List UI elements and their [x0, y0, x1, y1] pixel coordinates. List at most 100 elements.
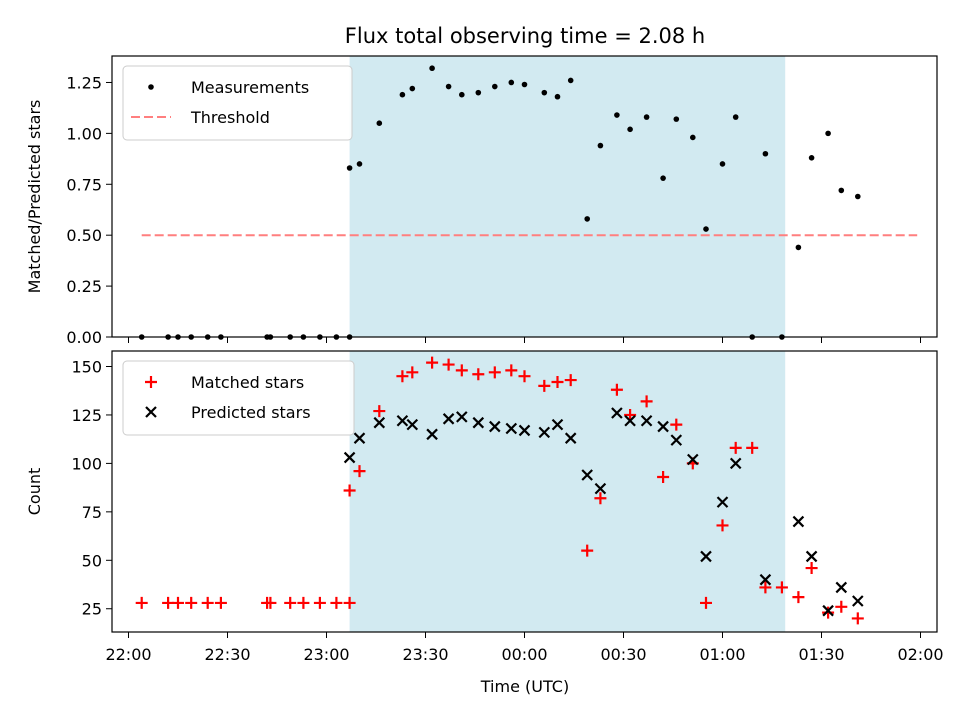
measurement-point	[855, 193, 861, 200]
measurement-point	[356, 161, 363, 167]
predicted-star-point	[624, 414, 636, 427]
matched-star-point	[670, 418, 683, 431]
matched-star-point	[822, 606, 835, 619]
y-tick-label: 125	[71, 406, 102, 425]
matched-star-point	[716, 519, 729, 532]
matched-star-point	[594, 492, 607, 505]
panel-2: 25 50 75 100 125 150 22:00 22:30 23:00 23:30 00:00…	[25, 350, 944, 664]
y-axis-label: Matched/Predicted stars	[25, 100, 44, 294]
y-tick-label: 0.00	[66, 328, 102, 347]
matched-star-point	[313, 596, 326, 609]
matched-star-point	[185, 596, 198, 609]
measurement-point	[614, 112, 620, 118]
predicted-star-point	[373, 416, 386, 429]
measurement-point	[445, 83, 452, 90]
measurement-point	[475, 89, 482, 96]
x-tick-label: 23:30	[402, 645, 448, 664]
x-axis-label: Time (UTC)	[480, 677, 569, 696]
predicted-star-point	[343, 451, 356, 464]
x-tick-label: 00:00	[501, 645, 547, 664]
matched-star-point	[442, 358, 455, 371]
measurement-point	[838, 187, 845, 194]
predicted-star-point	[456, 411, 468, 423]
measurement-point	[762, 150, 769, 157]
predicted-star-point	[396, 414, 409, 427]
predicted-star-point	[670, 434, 683, 446]
predicted-star-point	[822, 604, 834, 617]
legend: Measurements Threshold	[122, 65, 353, 141]
matched-star-point	[805, 562, 818, 575]
measurement-point	[795, 244, 802, 251]
measurement-point	[541, 89, 548, 96]
matched-star-point	[353, 465, 366, 478]
series-x	[343, 407, 864, 617]
measurement-point	[554, 93, 561, 100]
predicted-star-point	[406, 418, 419, 431]
predicted-star-point	[716, 496, 729, 508]
matched-star-point	[172, 596, 184, 609]
y-tick-label: 25	[82, 600, 102, 619]
measurement-point	[673, 116, 680, 122]
matched-star-point	[330, 596, 343, 609]
matched-star-point	[538, 379, 551, 392]
measurement-point	[459, 91, 465, 98]
y-axis-label: Count	[25, 468, 44, 516]
matched-star-point	[835, 600, 848, 613]
matched-star-point	[406, 366, 419, 379]
measurement-point	[719, 161, 726, 167]
predicted-star-point	[426, 428, 438, 441]
matched-star-point	[214, 596, 227, 609]
matched-star-point	[851, 612, 864, 625]
matched-star-point	[284, 596, 297, 609]
x-tick-label: 01:30	[798, 645, 844, 664]
x-tick-label: 00:30	[600, 645, 646, 664]
plot-layer: 0.00 0.25 0.50 0.75 1.00 1.25 Matched/Predicte…	[25, 55, 944, 664]
y-tick-label: 100	[71, 454, 102, 473]
matched-star-point	[700, 596, 712, 609]
measurement-point	[597, 142, 604, 149]
y-tick-label: 50	[82, 551, 102, 570]
matched-star-point	[610, 383, 623, 396]
matched-star-point	[775, 581, 788, 594]
predicted-star-point	[518, 424, 531, 437]
measurement-point	[376, 120, 383, 126]
matched-star-point	[657, 470, 670, 483]
predicted-star-point	[489, 420, 501, 433]
predicted-star-point	[687, 453, 699, 466]
legend-box	[122, 360, 355, 436]
legend-label: Matched stars	[191, 373, 304, 392]
measurement-point	[429, 65, 435, 72]
measurement-point	[409, 85, 416, 92]
measurement-point	[492, 83, 498, 90]
predicted-star-point	[505, 422, 518, 435]
y-tick-label: 0.25	[66, 277, 102, 296]
predicted-star-point	[805, 550, 818, 563]
measurement-point	[732, 114, 739, 120]
legend: Matched stars Predicted stars	[122, 360, 355, 436]
predicted-star-point	[792, 515, 805, 528]
matched-star-point	[505, 364, 518, 377]
predicted-star-point	[640, 414, 653, 427]
matched-star-point	[264, 596, 277, 609]
matched-star-point	[201, 596, 214, 609]
matched-star-point	[518, 370, 531, 383]
observing-interval-shade	[349, 351, 786, 632]
matched-star-point	[759, 581, 772, 594]
matched-star-point	[426, 356, 439, 369]
measurement-point	[508, 79, 515, 86]
predicted-star-point	[657, 420, 669, 433]
matched-star-point	[624, 408, 637, 421]
observing-interval-shade	[349, 56, 786, 337]
panel-1: 0.00 0.25 0.50 0.75 1.00 1.25 Matched/Predicte…	[25, 55, 938, 347]
measurement-point	[584, 216, 590, 222]
predicted-star-point	[442, 413, 455, 425]
y-tick-label: 1.25	[66, 73, 102, 92]
predicted-star-point	[353, 432, 366, 444]
x-tick-label: 01:00	[699, 645, 745, 664]
measurement-point	[660, 175, 666, 181]
measurement-point	[346, 165, 353, 171]
x-tick-label: 02:00	[897, 645, 943, 664]
matched-star-point	[564, 374, 577, 387]
y-tick-label: 75	[82, 503, 102, 522]
